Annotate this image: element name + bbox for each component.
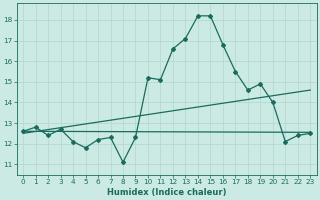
- X-axis label: Humidex (Indice chaleur): Humidex (Indice chaleur): [107, 188, 227, 197]
